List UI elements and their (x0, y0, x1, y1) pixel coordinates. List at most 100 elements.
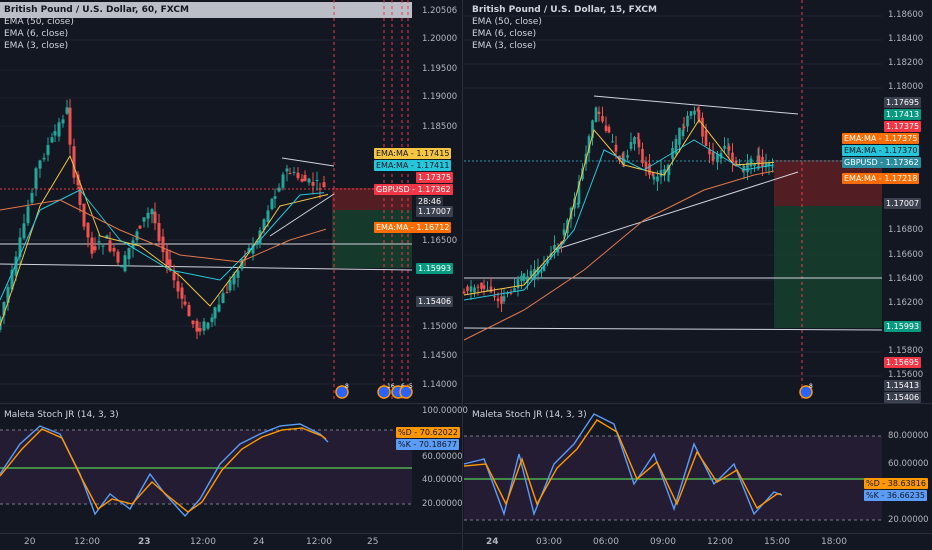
left-candle (150, 209, 154, 215)
left-candle (180, 287, 184, 299)
right-price-tag-green2: 1.15993 (884, 321, 922, 332)
right-candle (771, 166, 774, 168)
osc-label: 60.00000 (888, 459, 929, 469)
left-price-pane[interactable]: British Pound / U.S. Dollar, 60, FXCM EM… (0, 0, 420, 402)
right-osc-d-tag: %D - 38.63816 (864, 478, 928, 489)
left-price-axis[interactable]: 1.20506 1.20000 1.19500 1.19000 1.18500 … (412, 0, 462, 402)
right-candle (482, 285, 486, 289)
pane-divider (462, 0, 463, 550)
left-osc-d-line (0, 427, 327, 513)
price-label: 1.20506 (422, 6, 458, 16)
left-candle (72, 146, 76, 178)
right-candle (682, 126, 686, 129)
right-candle (587, 136, 591, 154)
right-price-pane[interactable]: British Pound / U.S. Dollar, 15, FXCM EM… (462, 0, 883, 402)
event-badge-icon (377, 385, 391, 399)
ema-6-line (0, 189, 325, 301)
left-candle (18, 237, 22, 257)
event-badge-count: 8 (809, 383, 813, 390)
right-candle (622, 158, 626, 165)
left-candle (198, 328, 202, 332)
right-candle (493, 296, 496, 298)
time-label: 23 (138, 537, 151, 547)
right-gbpusd-tag: GBPUSD - 1.17362 (842, 157, 921, 168)
left-candle (42, 157, 46, 160)
left-candle (221, 293, 225, 304)
event-badge-count: 5 (409, 383, 413, 390)
right-candle (597, 111, 601, 114)
right-candle (626, 155, 629, 158)
event-badge-icon (335, 385, 349, 399)
left-candle (183, 301, 187, 305)
right-candle (540, 271, 543, 273)
left-candle (14, 256, 18, 276)
right-candlestick-chart[interactable]: 8 (462, 0, 883, 402)
left-candle (300, 178, 304, 182)
right-candle (462, 291, 466, 294)
right-candle (681, 130, 685, 137)
left-candle (251, 245, 255, 254)
right-price-tag-top: 1.17695 (884, 97, 922, 108)
left-candle (228, 279, 232, 291)
left-candle (57, 122, 61, 137)
left-ema-6-label: EMA (6, close) (4, 29, 69, 39)
right-candle (697, 109, 701, 121)
right-oscillator-pane[interactable]: Maleta Stoch JR (14, 3, 3) (463, 404, 882, 532)
right-price-tag-green1: 1.17413 (884, 109, 922, 120)
price-label: 1.19000 (422, 92, 458, 102)
right-candle (591, 120, 594, 138)
left-candle (240, 259, 244, 270)
right-candle (656, 176, 659, 182)
left-candle (38, 160, 42, 169)
right-candle (678, 127, 681, 145)
right-candle (742, 166, 746, 171)
left-candle (168, 259, 172, 267)
right-candle (562, 229, 566, 236)
price-label: 1.15600 (888, 370, 924, 380)
right-candle (476, 286, 480, 288)
left-candle (247, 247, 251, 253)
left-candle (123, 255, 127, 272)
left-candle (172, 272, 176, 281)
right-candle (604, 125, 608, 131)
right-candle (489, 286, 493, 293)
left-ema-tag-1: EMA:MA - 1.17415 (374, 148, 452, 159)
osc-label: 40.00000 (422, 475, 463, 485)
left-candle (50, 137, 54, 143)
right-price-axis[interactable]: 1.18600 1.18400 1.18200 1.18000 1.16800 … (882, 0, 932, 402)
right-candle (651, 172, 655, 176)
left-candle (26, 206, 30, 224)
event-badge-icon (799, 385, 813, 399)
right-candle (526, 276, 529, 283)
left-candle (270, 198, 274, 210)
right-candle (686, 115, 689, 127)
left-candle (61, 119, 65, 124)
price-label: 1.18500 (422, 122, 458, 132)
price-label: 1.18000 (888, 82, 924, 92)
left-candle (34, 168, 38, 189)
left-candle (281, 174, 285, 188)
right-chart-legend: British Pound / U.S. Dollar, 15, FXCM EM… (472, 4, 657, 52)
right-stochastic-chart[interactable] (463, 404, 882, 532)
osc-label: 20.00000 (888, 515, 929, 525)
short-target-zone (332, 210, 412, 268)
right-candle (727, 146, 731, 151)
left-candlestick-chart[interactable]: 81665 (0, 0, 413, 402)
time-label: 24 (486, 537, 499, 547)
right-ema-tag-orange1: EMA:MA - 1.17375 (842, 133, 920, 144)
price-label: 1.18400 (888, 34, 924, 44)
left-stochastic-chart[interactable] (0, 404, 412, 532)
right-candle (637, 139, 641, 148)
left-gbpusd-tag: GBPUSD - 1.17362 (374, 184, 453, 195)
left-candle (112, 247, 116, 252)
left-candle (213, 307, 217, 319)
left-candle (10, 269, 14, 290)
right-candle (746, 162, 749, 173)
left-candle (176, 281, 180, 292)
left-osc-title: Maleta Stoch JR (14, 3, 3) (4, 410, 119, 420)
left-oscillator-pane[interactable]: Maleta Stoch JR (14, 3, 3) (0, 404, 412, 532)
right-candle (767, 162, 771, 166)
left-candle (262, 219, 266, 230)
right-price-tag-grey: 1.17007 (884, 198, 922, 209)
right-osc-legend: Maleta Stoch JR (14, 3, 3) (472, 409, 587, 421)
